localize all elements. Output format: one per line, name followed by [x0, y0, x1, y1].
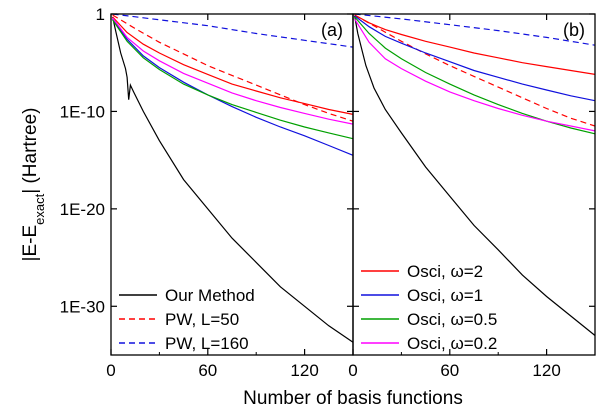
y-tick-label: 1	[96, 5, 105, 24]
series-line-panel-1-3	[112, 13, 354, 48]
panel-label: (a)	[321, 20, 343, 40]
x-tick-label: 60	[198, 361, 217, 380]
plot-frame-panel-2	[352, 13, 596, 356]
y-tick-label: 1E-30	[60, 297, 105, 316]
legend-label: Osci, ω=2	[407, 262, 483, 281]
y-tick-label: 1E-20	[60, 200, 105, 219]
y-tick-label: 1E-10	[60, 102, 105, 121]
series-line-panel-2-4	[354, 14, 596, 75]
series-line-panel-1-1	[112, 16, 354, 343]
y-axis-title: |E-Eexact| (Hartree)	[20, 108, 47, 262]
panel-label: (b)	[563, 20, 585, 40]
legend-label: Our Method	[165, 286, 255, 305]
legend-label: PW, L=50	[165, 310, 239, 329]
series-line-panel-2-3	[354, 13, 596, 46]
series-line-panel-1-4	[112, 16, 354, 115]
x-axis-title: Number of basis functions	[243, 388, 463, 409]
series-line-panel-2-1	[354, 15, 596, 336]
x-tick-label: 0	[106, 361, 115, 380]
x-tick-label: 120	[532, 361, 560, 380]
legend-label: PW, L=160	[165, 334, 249, 353]
legend-label: Osci, ω=0.2	[407, 334, 497, 353]
series-line-panel-1-6	[112, 19, 354, 140]
x-tick-label: 60	[440, 361, 459, 380]
series-line-panel-1-7	[112, 17, 354, 125]
series-line-panel-2-5	[354, 15, 596, 102]
series-line-panel-1-5	[112, 18, 354, 156]
x-tick-label: 120	[290, 361, 318, 380]
x-tick-label: 0	[348, 361, 357, 380]
series-line-panel-1-2	[112, 14, 354, 122]
legend-label: Osci, ω=0.5	[407, 310, 497, 329]
legend-label: Osci, ω=1	[407, 286, 483, 305]
series-line-panel-2-2	[354, 14, 596, 127]
series-line-panel-2-7	[354, 18, 596, 132]
